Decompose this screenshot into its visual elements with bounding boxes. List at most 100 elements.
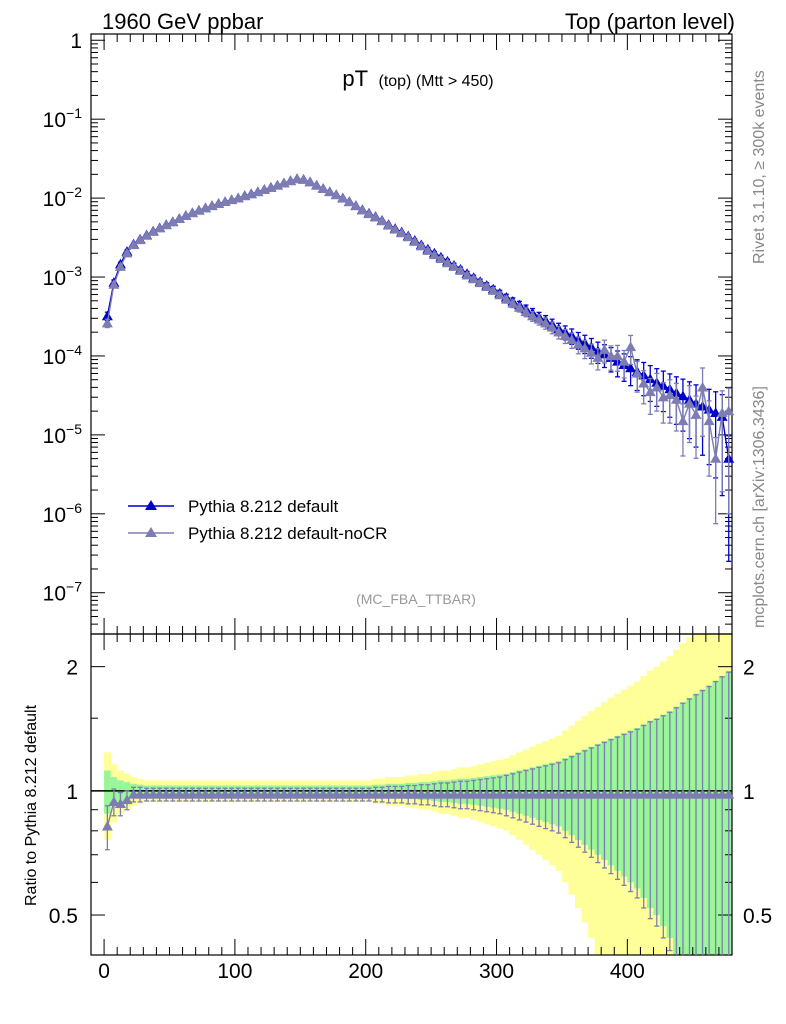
y-tick-label-base: 10 — [43, 346, 66, 369]
series-line-default — [106, 178, 730, 459]
data-point — [180, 210, 192, 221]
y-tick-label-base: 10 — [43, 583, 66, 606]
legend-marker-nocr — [145, 527, 157, 537]
data-point — [370, 211, 382, 222]
series-line-nocr — [106, 178, 729, 459]
ratio-point — [723, 788, 735, 799]
plot-area: 110−110−210−310−410−510−610−70 100 200 300 4… — [43, 30, 773, 983]
data-point — [376, 215, 388, 226]
ratio-tick-label-right: 0.5 — [743, 905, 772, 928]
data-point — [298, 174, 310, 184]
data-point — [585, 347, 597, 357]
data-point — [592, 352, 604, 362]
data-point — [147, 226, 159, 236]
x-tick-label: 300 — [479, 960, 514, 983]
data-point — [337, 192, 349, 203]
y-tick-label-base: 10 — [43, 425, 66, 448]
band-inner — [104, 770, 112, 814]
ratio-point — [121, 794, 133, 805]
ratio-tick-label-left: 1 — [66, 781, 78, 804]
legend-marker-default — [145, 500, 157, 510]
data-point — [448, 261, 460, 271]
legend-label-default: Pythia 8.212 default — [188, 497, 339, 516]
x-tick-label: 0 — [98, 960, 110, 983]
y-tick-label-base: 10 — [43, 109, 66, 132]
data-point — [481, 281, 493, 292]
y-tick-label: 10−7 — [43, 579, 83, 606]
y-tick-label-base: 10 — [43, 267, 66, 290]
data-point — [415, 240, 427, 251]
ratio-tick-label-right: 1 — [743, 781, 755, 804]
data-point — [533, 313, 545, 324]
data-point — [703, 415, 715, 426]
y-tick-label-exp: −1 — [66, 105, 82, 121]
data-point — [317, 183, 329, 193]
data-point — [428, 249, 440, 260]
data-point — [520, 306, 532, 317]
data-point — [500, 293, 512, 304]
data-point — [304, 176, 316, 187]
plot-title-sub: (top) (Mtt > 450) — [378, 73, 493, 90]
header-right: Top (parton level) — [565, 9, 735, 34]
y-tick-label: 10−4 — [43, 342, 83, 369]
y-tick-label-base: 10 — [43, 504, 66, 527]
ratio-tick-label-left: 0.5 — [49, 905, 78, 928]
data-point — [121, 247, 133, 258]
data-point — [579, 342, 591, 353]
data-point — [435, 253, 447, 263]
main-yticks: 110−110−210−310−410−510−610−7 — [43, 30, 732, 635]
data-point — [468, 273, 480, 284]
data-point — [677, 415, 689, 426]
y-tick-label: 10−2 — [43, 184, 83, 211]
data-point — [513, 302, 525, 312]
data-point — [723, 405, 735, 416]
data-point — [683, 397, 695, 408]
data-point — [356, 204, 368, 215]
data-point — [350, 200, 362, 211]
data-point — [546, 321, 558, 332]
data-point — [487, 285, 499, 295]
side-label-bottom: mcplots.cern.ch [arXiv:1306.3436] — [751, 386, 768, 628]
ratio-ylabel: Ratio to Pythia 8.212 default — [23, 704, 40, 906]
y-tick-label: 10−5 — [43, 421, 83, 448]
y-tick-label: 10−1 — [43, 105, 83, 132]
data-point — [612, 350, 624, 361]
data-point — [128, 239, 140, 250]
analysis-label: (MC_FBA_TTBAR) — [356, 591, 476, 607]
x-tick-label: 100 — [217, 960, 252, 983]
data-point — [677, 390, 689, 401]
y-tick-label-exp: −4 — [66, 342, 82, 358]
data-point — [540, 317, 552, 328]
data-point — [409, 236, 421, 246]
data-point — [311, 180, 323, 190]
y-tick-label-exp: −6 — [66, 500, 82, 516]
ratio-point — [114, 798, 126, 808]
data-point — [625, 362, 637, 373]
ratio-tick-label-left: 2 — [66, 657, 78, 680]
ratio-yticks: 0.5 0.5 1 1 2 2 — [49, 657, 772, 928]
side-label-top: Rivet 3.1.10, ≥ 300k events — [751, 70, 768, 264]
data-point — [134, 234, 146, 245]
data-point — [664, 389, 676, 400]
data-point — [690, 409, 702, 419]
ratio-series-nocr — [101, 671, 735, 955]
data-point — [396, 227, 408, 238]
data-point — [343, 196, 355, 207]
data-point — [186, 207, 198, 218]
y-tick-label-exp: −3 — [66, 263, 82, 279]
x-tick-label: 400 — [610, 960, 645, 983]
main-frame — [90, 33, 733, 635]
data-point — [644, 386, 656, 397]
data-point — [625, 341, 637, 352]
x-ticks: 0 100 200 300 400 — [98, 34, 720, 983]
series-nocr — [101, 173, 735, 525]
data-point — [494, 289, 506, 300]
data-point — [402, 231, 414, 242]
data-point — [101, 310, 113, 321]
data-point — [474, 277, 486, 288]
data-point — [598, 344, 610, 354]
x-tick-label: 200 — [348, 960, 383, 983]
data-point — [572, 338, 584, 349]
data-point — [324, 186, 336, 197]
ratio-point — [101, 820, 113, 831]
